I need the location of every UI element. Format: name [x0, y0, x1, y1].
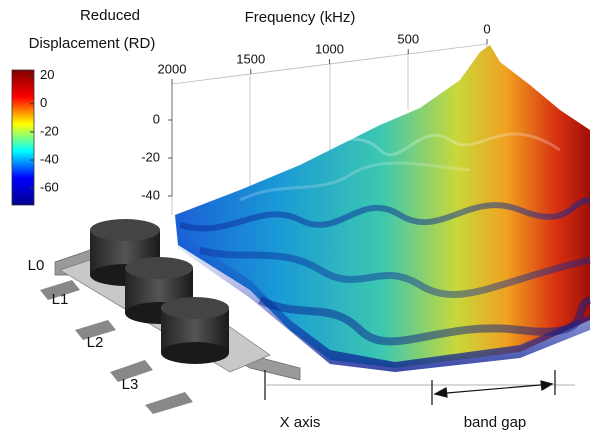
cylinder [161, 297, 229, 364]
annotation-lines [264, 370, 575, 405]
layer-label: L0 [28, 257, 45, 274]
colorbar-tick-label: -40 [40, 151, 59, 166]
colorbar-title: Displacement (RD) [29, 35, 156, 52]
colorbar-title: Reduced [80, 7, 140, 24]
annotation: band gap [464, 414, 527, 431]
colorbar-tick-label: 20 [40, 67, 54, 82]
x-tick-label: 500 [397, 31, 419, 46]
colorbar-tick-label: -20 [40, 123, 59, 138]
layer-label: L2 [87, 334, 104, 351]
specimen [40, 219, 301, 414]
colorbar [11, 69, 35, 206]
x-tick-label: 1500 [236, 51, 265, 66]
colorbar-tick-label: -60 [40, 180, 59, 195]
z-tick-label: 0 [153, 111, 160, 126]
x-tick-label: 1000 [315, 41, 344, 56]
layer-label: L3 [122, 376, 139, 393]
annotation: X axis [280, 414, 321, 431]
surface [175, 45, 592, 372]
x-tick-label: 0 [483, 21, 490, 36]
x-tick-label: 2000 [158, 61, 187, 76]
colorbar-tick-label: 0 [40, 95, 47, 110]
layer-label: L1 [52, 291, 69, 308]
z-tick-label: -40 [141, 187, 160, 202]
z-tick-label: -20 [141, 149, 160, 164]
x-axis-label: Frequency (kHz) [245, 9, 356, 26]
